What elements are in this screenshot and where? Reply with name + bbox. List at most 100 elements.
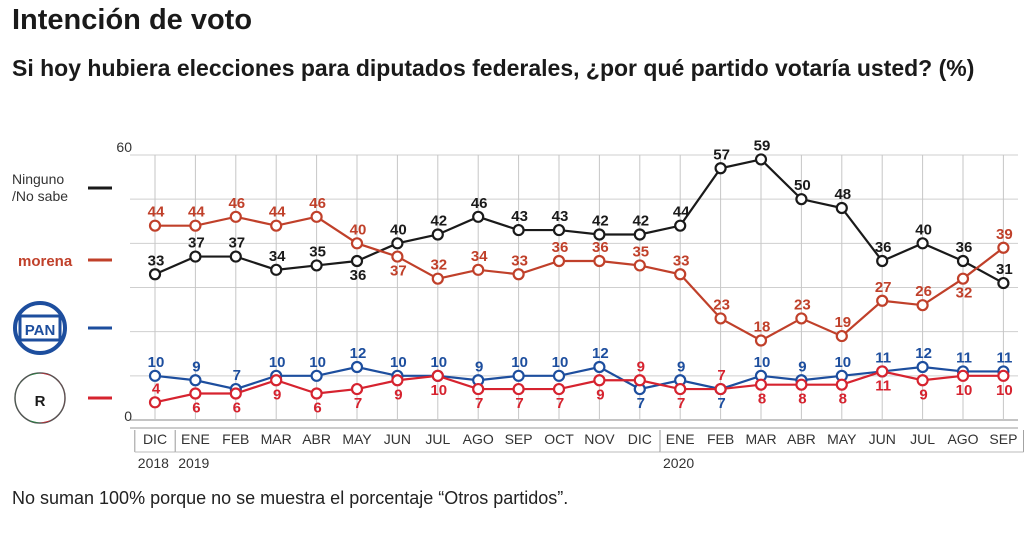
series-line-1 bbox=[155, 215, 1005, 342]
data-point bbox=[512, 369, 525, 382]
data-point bbox=[997, 241, 1010, 254]
x-tick-label: ENE bbox=[181, 431, 210, 447]
data-label: 10 bbox=[754, 354, 771, 371]
data-point bbox=[795, 378, 808, 391]
data-point bbox=[997, 276, 1010, 290]
series-line-3 bbox=[154, 370, 1004, 404]
data-label: 33 bbox=[673, 252, 690, 269]
data-point bbox=[310, 259, 323, 272]
data-label: 34 bbox=[269, 248, 286, 265]
footnote: No suman 100% porque no se muestra el po… bbox=[12, 488, 569, 508]
pan-logo-box bbox=[18, 314, 62, 342]
x-tick-label: ENE bbox=[666, 431, 695, 447]
data-label: 39 bbox=[996, 226, 1013, 243]
data-label: 42 bbox=[430, 213, 447, 230]
data-label: 9 bbox=[677, 358, 685, 375]
data-label: 10 bbox=[430, 382, 447, 399]
x-tick-label: MAR bbox=[745, 431, 776, 447]
data-point bbox=[552, 382, 566, 396]
data-label: 32 bbox=[956, 285, 973, 302]
data-label: 10 bbox=[834, 354, 851, 371]
data-label: 57 bbox=[713, 146, 730, 163]
data-point bbox=[674, 382, 687, 396]
data-point bbox=[229, 250, 242, 263]
data-point bbox=[350, 254, 364, 268]
y-tick-label: 60 bbox=[116, 139, 132, 155]
data-label: 10 bbox=[511, 354, 528, 371]
data-label: 9 bbox=[394, 386, 402, 403]
data-point bbox=[431, 369, 444, 382]
data-label: 7 bbox=[233, 367, 241, 384]
data-point bbox=[391, 374, 404, 387]
data-label: 44 bbox=[269, 204, 286, 221]
x-tick-label: MAR bbox=[261, 431, 292, 447]
x-tick-label: ABR bbox=[302, 431, 331, 447]
data-label: 10 bbox=[148, 354, 165, 371]
data-label: 36 bbox=[350, 267, 367, 284]
x-tick-label: OCT bbox=[544, 431, 574, 447]
data-label: 9 bbox=[637, 358, 645, 375]
data-point bbox=[916, 360, 929, 374]
data-label: 59 bbox=[754, 137, 771, 154]
data-label: 46 bbox=[228, 195, 245, 212]
data-label: 18 bbox=[754, 319, 771, 336]
data-point bbox=[310, 387, 323, 400]
data-point bbox=[674, 219, 687, 232]
data-point bbox=[593, 374, 606, 387]
x-tick-label: JUL bbox=[910, 431, 935, 447]
data-point bbox=[835, 378, 848, 391]
data-label: 10 bbox=[996, 382, 1013, 399]
data-point bbox=[714, 312, 727, 325]
data-point bbox=[593, 360, 606, 374]
data-label: 34 bbox=[471, 248, 488, 265]
x-tick-label: ABR bbox=[787, 431, 816, 447]
series-line-2 bbox=[154, 365, 1004, 391]
x-tick-label: JUN bbox=[869, 431, 896, 447]
data-label: 9 bbox=[798, 358, 806, 375]
data-point bbox=[350, 360, 364, 374]
data-label: 11 bbox=[956, 349, 972, 366]
pri-logo-letter: R bbox=[35, 393, 46, 410]
data-label: 7 bbox=[717, 395, 725, 412]
data-label: 9 bbox=[273, 386, 281, 403]
data-point bbox=[431, 272, 444, 285]
data-label: 46 bbox=[471, 195, 488, 212]
data-label: 10 bbox=[552, 354, 569, 371]
pri-logo-letter: I bbox=[51, 393, 55, 410]
data-point bbox=[916, 299, 929, 312]
data-label: 6 bbox=[313, 400, 321, 417]
data-point bbox=[956, 254, 970, 268]
data-point bbox=[956, 369, 970, 382]
data-point bbox=[148, 268, 162, 281]
data-point bbox=[552, 223, 566, 237]
x-tick-label: SEP bbox=[505, 431, 533, 447]
data-point bbox=[472, 382, 485, 396]
data-label: 36 bbox=[956, 239, 973, 256]
legend-label: /No sabe bbox=[12, 188, 68, 204]
data-label: 4 bbox=[152, 380, 161, 397]
data-point bbox=[270, 374, 283, 387]
data-point bbox=[189, 387, 202, 400]
data-label: 7 bbox=[717, 367, 725, 384]
data-label: 6 bbox=[192, 400, 200, 417]
data-point bbox=[997, 369, 1010, 382]
data-label: 10 bbox=[956, 382, 973, 399]
data-point bbox=[472, 210, 485, 223]
data-label: 7 bbox=[637, 395, 645, 412]
data-label: 8 bbox=[758, 391, 766, 408]
data-label: 31 bbox=[996, 261, 1013, 278]
data-point bbox=[552, 369, 566, 382]
data-point bbox=[512, 223, 525, 237]
data-label: 36 bbox=[875, 239, 892, 256]
data-point bbox=[431, 228, 444, 241]
data-label: 23 bbox=[794, 296, 811, 313]
data-point bbox=[310, 210, 323, 223]
data-point bbox=[270, 219, 283, 232]
data-point bbox=[350, 237, 364, 250]
data-label: 33 bbox=[511, 252, 528, 269]
data-label: 37 bbox=[228, 235, 245, 252]
data-point bbox=[876, 254, 889, 268]
morena-logo-icon: morena bbox=[18, 253, 73, 270]
x-tick-label: FEB bbox=[222, 431, 249, 447]
series-line-0 bbox=[154, 158, 1004, 285]
